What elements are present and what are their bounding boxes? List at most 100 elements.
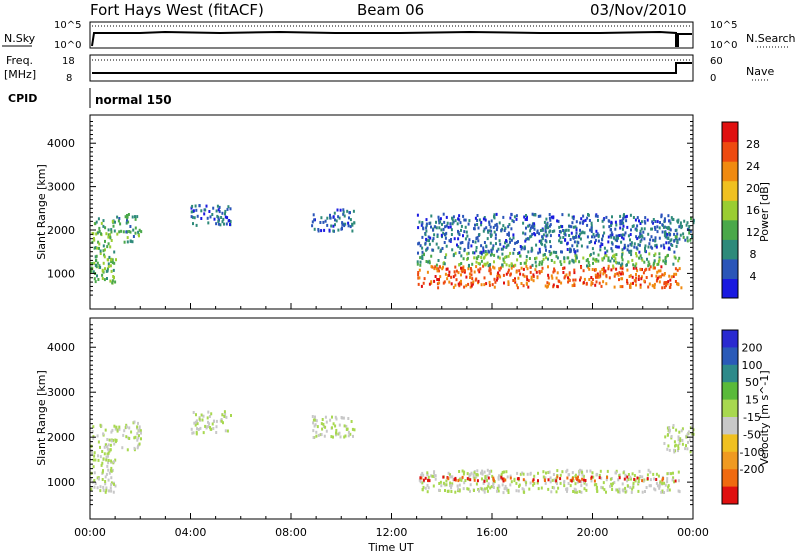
heatmap-cell — [334, 223, 336, 227]
heatmap-cell — [485, 244, 488, 248]
heatmap-cell — [629, 274, 632, 278]
heatmap-cell — [522, 273, 525, 277]
heatmap-cell — [686, 239, 689, 243]
heatmap-cell — [343, 214, 346, 218]
heatmap-cell — [676, 238, 679, 242]
heatmap-cell — [622, 237, 625, 241]
heatmap-cell — [679, 439, 682, 443]
heatmap-cell — [673, 239, 676, 243]
heatmap-cell — [672, 218, 675, 221]
heatmap-cell — [468, 473, 471, 477]
heatmap-cell — [92, 465, 95, 469]
heatmap-cell — [595, 233, 598, 237]
heatmap-cell — [533, 474, 536, 478]
heatmap-cell — [478, 233, 481, 236]
heatmap-cell — [559, 260, 562, 264]
heatmap-cell — [96, 246, 99, 250]
heatmap-cell — [487, 230, 490, 234]
heatmap-cell — [493, 260, 495, 264]
heatmap-cell — [347, 417, 350, 420]
heatmap-cell — [586, 245, 589, 249]
heatmap-cell — [573, 236, 576, 239]
heatmap-cell — [631, 472, 634, 476]
heatmap-cell — [102, 488, 105, 492]
heatmap-cell — [460, 282, 463, 286]
heatmap-cell — [668, 430, 671, 434]
heatmap-cell — [674, 267, 677, 271]
heatmap-cell — [480, 223, 483, 227]
time-tick-label: 00:00 — [74, 526, 106, 539]
heatmap-cell — [622, 272, 624, 276]
heatmap-cell — [483, 470, 486, 474]
heatmap-cell — [525, 275, 528, 279]
heatmap-cell — [638, 219, 640, 223]
heatmap-cell — [110, 489, 113, 493]
heatmap-cell — [195, 413, 197, 417]
heatmap-cell — [507, 270, 510, 274]
heatmap-cell — [353, 428, 356, 432]
heatmap-cell — [584, 479, 587, 482]
heatmap-cell — [99, 455, 102, 459]
heatmap-cell — [103, 278, 106, 282]
heatmap-cell — [582, 256, 585, 260]
heatmap-cell — [562, 267, 565, 270]
heatmap-cell — [626, 225, 629, 229]
heatmap-cell — [619, 285, 622, 289]
heatmap-cell — [433, 233, 436, 237]
heatmap-cell — [522, 472, 525, 476]
heatmap-cell — [570, 231, 573, 235]
heatmap-cell — [480, 256, 483, 259]
heatmap-cell — [641, 490, 644, 494]
heatmap-cell — [558, 239, 561, 243]
heatmap-cell — [621, 482, 624, 486]
heatmap-cell — [580, 217, 583, 221]
heatmap-cell — [194, 423, 197, 427]
heatmap-cell — [602, 269, 605, 273]
heatmap-cell — [107, 458, 110, 462]
heatmap-cell — [537, 471, 539, 475]
colorbar-segment — [722, 347, 738, 366]
heatmap-cell — [335, 428, 338, 432]
heatmap-cell — [510, 238, 513, 242]
heatmap-cell — [672, 274, 675, 278]
heatmap-cell — [578, 234, 580, 238]
colorbar-tick-label: 12 — [746, 226, 760, 239]
heatmap-cell — [520, 247, 523, 251]
heatmap-cell — [450, 282, 453, 286]
heatmap-cell — [525, 258, 528, 262]
heatmap-cell — [458, 478, 461, 481]
heatmap-cell — [676, 240, 679, 244]
heatmap-cell — [492, 476, 495, 480]
heatmap-cell — [566, 487, 569, 491]
heatmap-cell — [658, 280, 661, 284]
heatmap-cell — [451, 216, 453, 220]
heatmap-cell — [459, 241, 462, 245]
colorbar-tick-label: 50 — [745, 376, 759, 389]
colorbar-tick-label: -50 — [743, 428, 761, 441]
heatmap-cell — [110, 481, 113, 485]
heatmap-cell — [431, 474, 434, 478]
heatmap-cell — [192, 209, 195, 213]
heatmap-cell — [578, 469, 581, 473]
heatmap-cell — [677, 435, 680, 439]
heatmap-cell — [212, 419, 215, 423]
heatmap-cell — [624, 215, 627, 219]
heatmap-cell — [500, 247, 503, 251]
heatmap-cell — [448, 270, 451, 274]
heatmap-cell — [452, 215, 455, 219]
heatmap-cell — [104, 482, 107, 486]
heatmap-cell — [610, 231, 613, 235]
freq-label: Freq. — [6, 54, 33, 67]
heatmap-cell — [546, 281, 549, 285]
heatmap-cell — [338, 431, 341, 435]
heatmap-cell — [643, 227, 646, 231]
heatmap-cell — [610, 228, 612, 232]
heatmap-cell — [101, 450, 104, 453]
heatmap-cell — [109, 443, 112, 447]
heatmap-cell — [568, 273, 571, 277]
heatmap-cell — [468, 272, 471, 276]
heatmap-cell — [584, 218, 587, 222]
heatmap-cell — [208, 415, 211, 418]
heatmap-cell — [97, 458, 100, 462]
